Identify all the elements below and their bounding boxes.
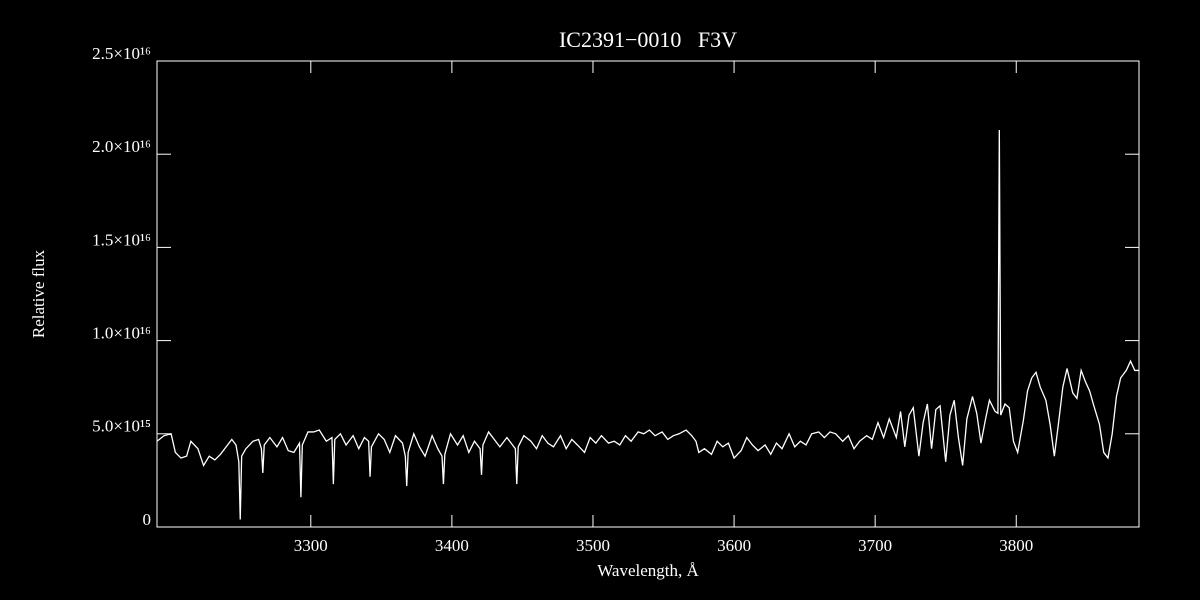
y-tick-label: 5.0×10¹⁵	[92, 417, 151, 436]
x-axis-label: Wavelength, Å	[597, 561, 699, 580]
x-tick-label: 3400	[435, 536, 469, 555]
plot-frame	[156, 60, 1140, 528]
y-tick-label: 0	[143, 510, 152, 529]
chart-title: IC2391−0010 F3V	[559, 27, 737, 52]
x-tick-label: 3700	[858, 536, 892, 555]
spectrum-line	[156, 129, 1139, 520]
x-tick-label: 3800	[999, 536, 1033, 555]
y-tick-label: 2.0×10¹⁶	[92, 137, 151, 156]
y-tick-label: 1.0×10¹⁶	[92, 324, 151, 343]
x-tick-label: 3600	[717, 536, 751, 555]
y-tick-label: 1.5×10¹⁶	[92, 230, 151, 249]
x-tick-label: 3500	[576, 536, 610, 555]
y-tick-label: 2.5×10¹⁶	[92, 44, 151, 63]
x-tick-label: 3300	[294, 536, 328, 555]
y-axis-label: Relative flux	[29, 249, 48, 338]
